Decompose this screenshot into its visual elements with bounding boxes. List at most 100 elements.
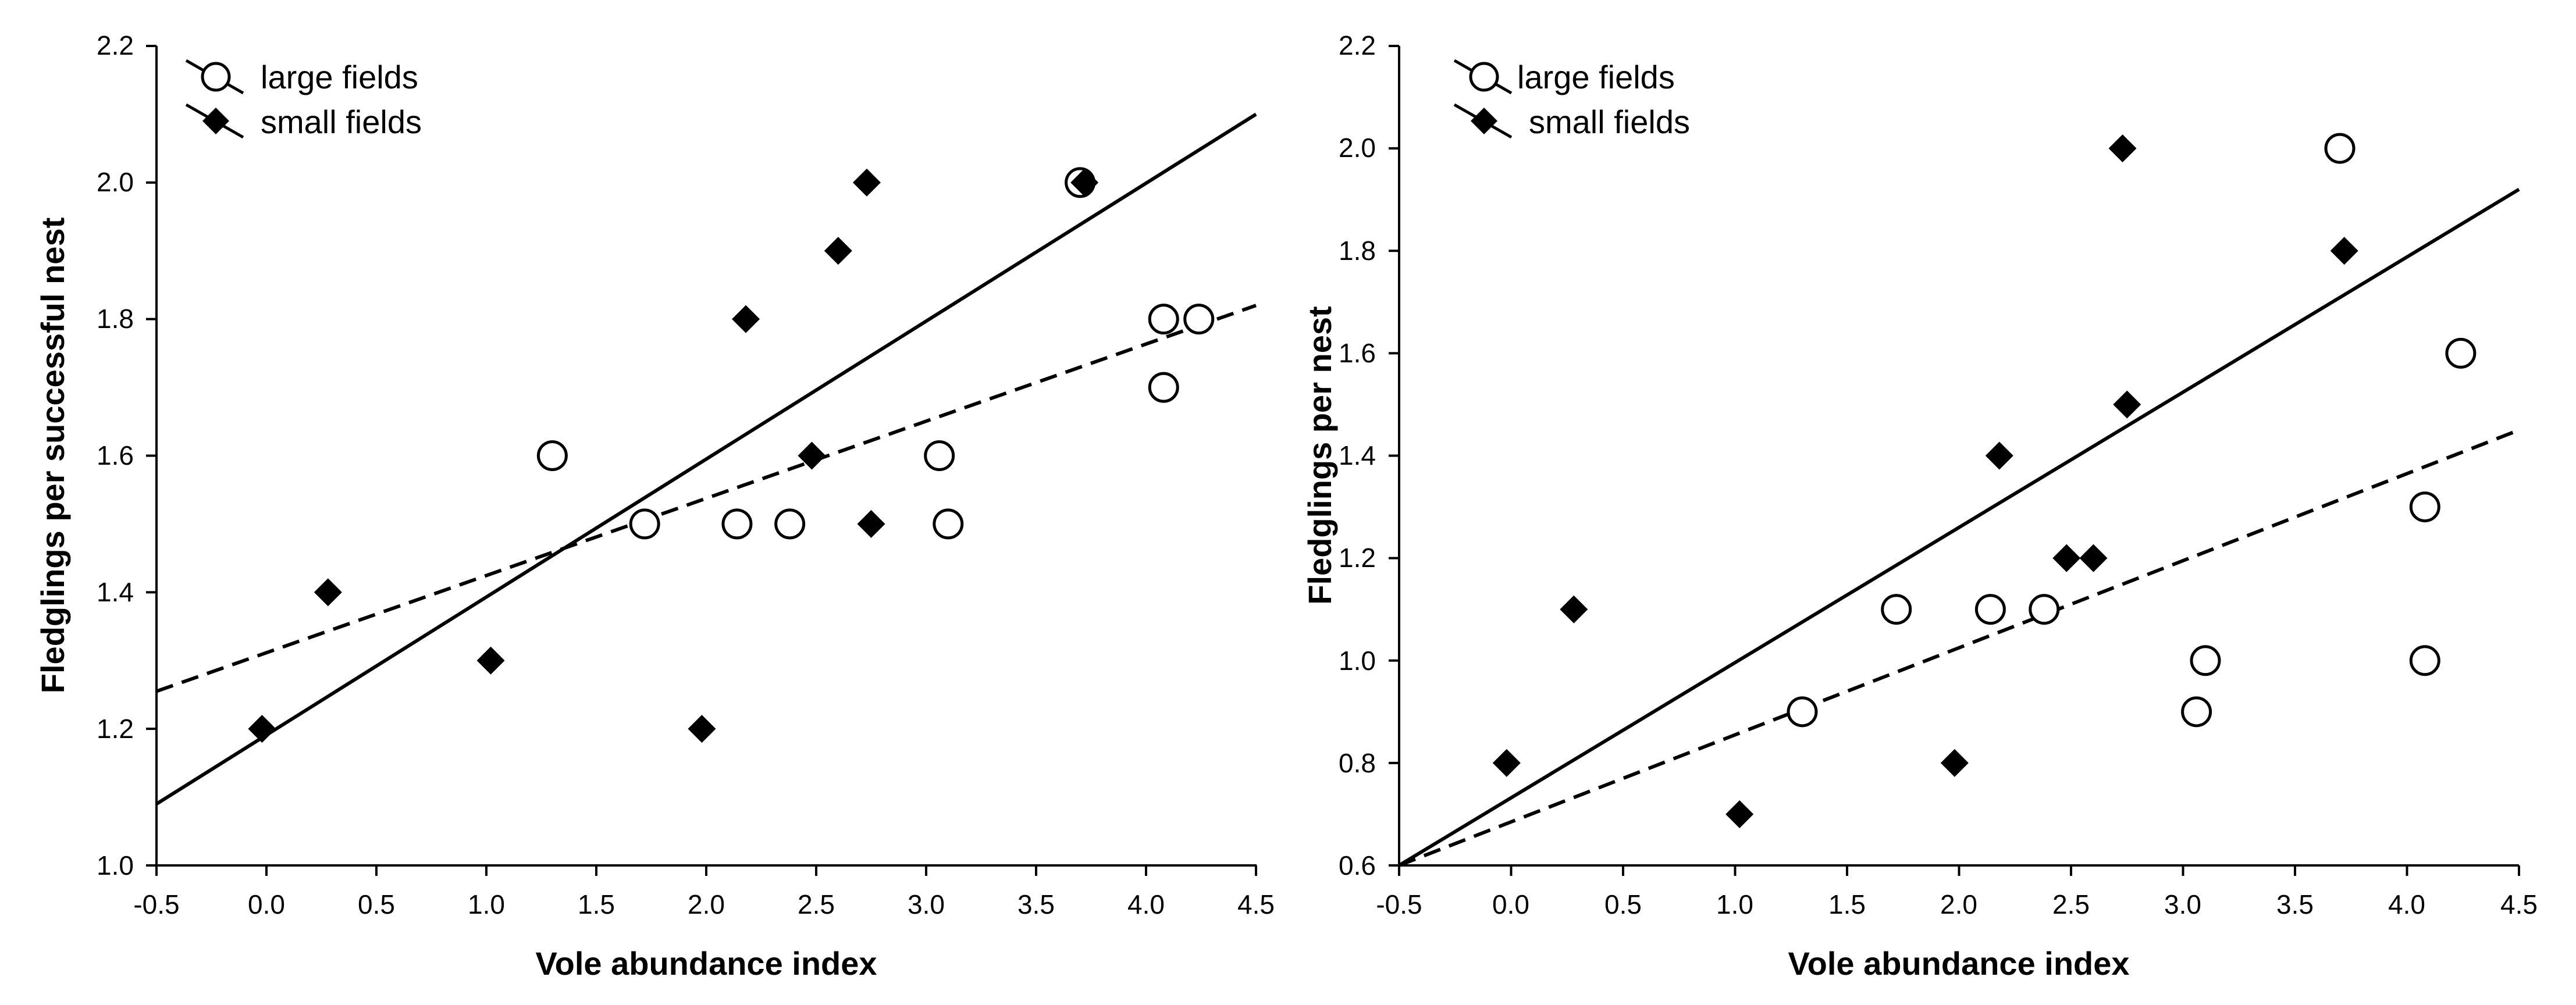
plot-area [146,45,1257,876]
legend: large fields small fields [185,59,422,140]
data-point-small-fields [248,715,276,743]
x-tick-label: 1.0 [1716,889,1753,920]
legend-marker-large [1469,62,1499,92]
data-point-large-fields [1787,696,1818,728]
data-point-large-fields [629,508,660,540]
legend-marker-small [202,108,229,134]
data-point-large-fields [2190,645,2221,676]
x-tick-label: 3.5 [2276,889,2314,920]
data-point-large-fields [924,440,955,471]
data-point-large-fields [2324,133,2356,164]
x-tick-label: 1.5 [1828,889,1866,920]
trend-line-small-fields [1398,188,2520,867]
data-point-large-fields [1148,372,1179,403]
data-point-small-fields [2052,544,2081,572]
legend-label-large: large fields [261,59,418,95]
trend-line-large-fields [1398,428,2520,867]
legend-marker-small [1471,108,1497,134]
ticks-layer [146,45,1257,876]
data-point-large-fields [2029,594,2060,625]
y-tick-label: 0.8 [1339,748,1376,778]
data-point-small-fields [1560,595,1588,623]
x-tick-label: 0.5 [358,889,395,920]
data-point-large-fields [1974,594,2006,625]
x-tick-label: 3.5 [1017,889,1055,920]
data-point-small-fields [2108,134,2137,163]
legend-label-small: small fields [1529,104,1690,140]
y-tick-label: 2.2 [1339,30,1376,60]
x-tick-label: 4.0 [1127,889,1165,920]
plot-area [1389,45,2520,876]
x-tick-label: 4.0 [2388,889,2425,920]
data-point-small-fields [2330,237,2358,265]
y-tick-label: 1.6 [97,440,134,471]
x-tick-labels: -0.5 0.0 0.5 1.0 1.5 2.0 2.5 3.0 3.5 4.0… [1376,889,2538,920]
x-tick-label: 1.5 [578,889,615,920]
data-point-small-fields [2079,544,2108,572]
data-point-small-fields [314,578,342,607]
data-point-small-fields [1492,749,1521,777]
data-point-small-fields [798,441,826,470]
x-tick-label: 0.0 [1492,889,1529,920]
data-point-small-fields [1070,168,1099,197]
x-axis-title: Vole abundance index [535,945,877,982]
data-point-large-fields [774,508,806,540]
data-point-small-fields [476,646,505,675]
data-point-small-fields [852,168,881,197]
x-tick-label: 4.5 [2500,889,2538,920]
x-tick-label: 1.0 [468,889,505,920]
x-tick-label: 2.5 [2052,889,2090,920]
series-layer [155,112,1257,806]
chart-right: -0.5 0.0 0.5 1.0 1.5 2.0 2.5 3.0 3.5 4.0… [1301,30,2538,982]
y-tick-labels: 0.6 0.8 1.0 1.2 1.4 1.6 1.8 2.0 2.2 [1339,30,1376,881]
y-tick-label: 1.0 [97,850,134,881]
ticks-layer [1389,45,2520,876]
data-point-small-fields [1725,800,1754,828]
data-point-large-fields [1148,304,1179,335]
y-tick-label: 1.2 [97,714,134,744]
data-point-small-fields [857,509,885,538]
data-point-large-fields [2409,491,2440,523]
data-point-large-fields [2445,337,2477,369]
y-axis-title: Fledglings per nest [1301,306,1338,604]
data-point-small-fields [1940,749,1969,777]
x-tick-label: -0.5 [1376,889,1422,920]
y-tick-label: 1.0 [1339,646,1376,676]
x-tick-label: 4.5 [1237,889,1275,920]
legend-label-small: small fields [261,104,422,140]
trend-line-small-fields [155,112,1257,806]
chart-left: -0.5 0.0 0.5 1.0 1.5 2.0 2.5 3.0 3.5 4.0… [34,30,1275,982]
data-point-small-fields [1985,441,2013,470]
x-tick-label: 2.0 [688,889,725,920]
x-tick-labels: -0.5 0.0 0.5 1.0 1.5 2.0 2.5 3.0 3.5 4.0… [133,889,1275,920]
data-point-small-fields [732,305,760,333]
y-tick-label: 1.4 [1339,440,1376,471]
data-point-large-fields [1183,304,1215,335]
y-tick-label: 2.0 [97,167,134,197]
y-tick-label: 1.2 [1339,543,1376,573]
data-point-large-fields [2409,645,2440,676]
data-point-large-fields [933,508,964,540]
y-tick-label: 2.0 [1339,133,1376,163]
legend-marker-large [201,62,231,92]
trend-line-large-fields [156,304,1257,693]
data-point-small-fields [824,237,852,265]
y-tick-label: 0.6 [1339,850,1376,881]
x-tick-label: 2.5 [798,889,835,920]
data-point-large-fields [1881,594,1912,625]
x-tick-label: 3.0 [908,889,945,920]
y-tick-label: 1.4 [97,577,134,607]
y-tick-label: 1.8 [97,304,134,334]
y-tick-labels: 1.0 1.2 1.4 1.6 1.8 2.0 2.2 [97,30,134,881]
y-axis-title: Fledglings per successful nest [34,218,71,693]
y-tick-label: 2.2 [97,30,134,60]
x-tick-label: 0.5 [1604,889,1642,920]
data-point-large-fields [721,508,753,540]
data-point-large-fields [536,440,568,471]
data-point-large-fields [2181,696,2212,728]
legend: large fields small fields [1453,59,1690,140]
data-point-small-fields [2113,390,2141,419]
data-point-small-fields [688,715,716,743]
y-tick-label: 1.6 [1339,338,1376,368]
